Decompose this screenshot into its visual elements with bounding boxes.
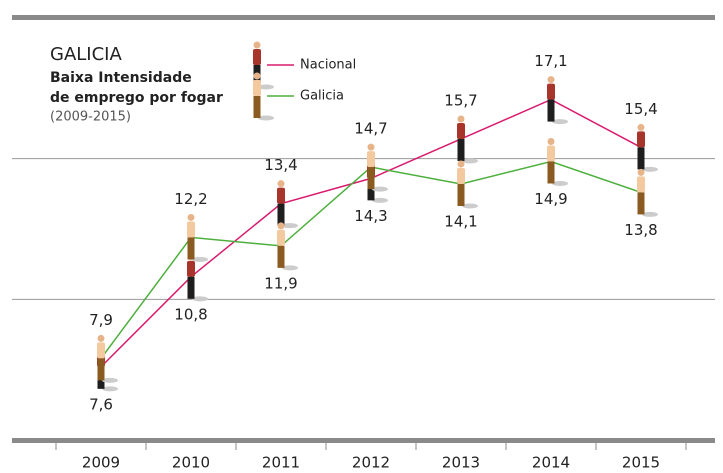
legs	[278, 246, 285, 268]
head	[548, 138, 555, 145]
data-point	[277, 222, 298, 270]
data-point	[457, 115, 478, 163]
head	[368, 144, 375, 151]
head	[98, 335, 105, 342]
x-axis	[12, 438, 715, 443]
head	[458, 160, 465, 167]
data-point	[547, 138, 568, 186]
legs	[368, 167, 375, 189]
x-tick-label: 2015	[622, 454, 660, 472]
x-tick-label: 2010	[172, 454, 210, 472]
torso	[277, 230, 285, 246]
head	[638, 124, 645, 131]
value-label: 14,9	[534, 190, 567, 208]
data-point	[277, 180, 298, 228]
x-tick-label: 2009	[82, 454, 120, 472]
torso	[253, 49, 261, 65]
legs	[254, 96, 261, 118]
torso	[637, 131, 645, 147]
head	[254, 73, 261, 80]
chart-period: (2009-2015)	[50, 110, 131, 125]
head	[188, 214, 195, 221]
torso	[253, 80, 261, 96]
head	[458, 115, 465, 122]
torso	[457, 123, 465, 139]
legs	[548, 100, 555, 122]
torso	[97, 342, 105, 358]
value-label: 14,7	[354, 120, 387, 138]
chart: GALICIA Baixa Intensidade de emprego por…	[0, 0, 723, 473]
chart-title: GALICIA	[50, 44, 122, 65]
top-rule	[12, 15, 715, 20]
head	[254, 42, 261, 49]
data-point	[97, 335, 118, 383]
value-label: 7,6	[89, 395, 113, 413]
head	[278, 180, 285, 187]
data-point	[457, 160, 478, 208]
value-label: 14,3	[354, 207, 387, 225]
value-label: 17,1	[534, 52, 567, 70]
chart-subtitle: de emprego por fogar	[50, 90, 223, 106]
legs	[188, 277, 195, 299]
legs	[458, 139, 465, 161]
value-label: 10,8	[174, 305, 207, 323]
torso	[367, 151, 375, 167]
legend-label: Nacional	[300, 58, 356, 73]
legs	[548, 161, 555, 183]
x-tick-label: 2011	[262, 454, 300, 472]
value-label: 15,4	[624, 100, 657, 118]
head	[638, 169, 645, 176]
value-label: 7,9	[89, 311, 113, 329]
value-label: 11,9	[264, 274, 297, 292]
legs	[638, 147, 645, 169]
x-tick-label: 2014	[532, 454, 570, 472]
torso	[187, 261, 195, 277]
series-line	[101, 100, 641, 367]
value-label: 13,4	[264, 156, 297, 174]
torso	[547, 145, 555, 161]
torso	[457, 168, 465, 184]
legs	[458, 184, 465, 206]
head	[548, 76, 555, 83]
legs	[98, 358, 105, 380]
head	[278, 222, 285, 229]
x-tick-label: 2012	[352, 454, 390, 472]
legs	[278, 204, 285, 226]
chart-subtitle: Baixa Intensidade	[50, 70, 192, 86]
data-point	[637, 124, 658, 172]
legs	[188, 237, 195, 259]
torso	[637, 176, 645, 192]
torso	[547, 84, 555, 100]
value-label: 14,1	[444, 212, 477, 230]
value-label: 15,7	[444, 91, 477, 109]
data-point	[637, 169, 658, 217]
torso	[277, 188, 285, 204]
value-label: 13,8	[624, 221, 657, 239]
value-label: 12,2	[174, 190, 207, 208]
legs	[638, 192, 645, 214]
data-point	[547, 76, 568, 124]
legend-label: Galicia	[300, 89, 344, 104]
x-tick-label: 2013	[442, 454, 480, 472]
torso	[187, 221, 195, 237]
